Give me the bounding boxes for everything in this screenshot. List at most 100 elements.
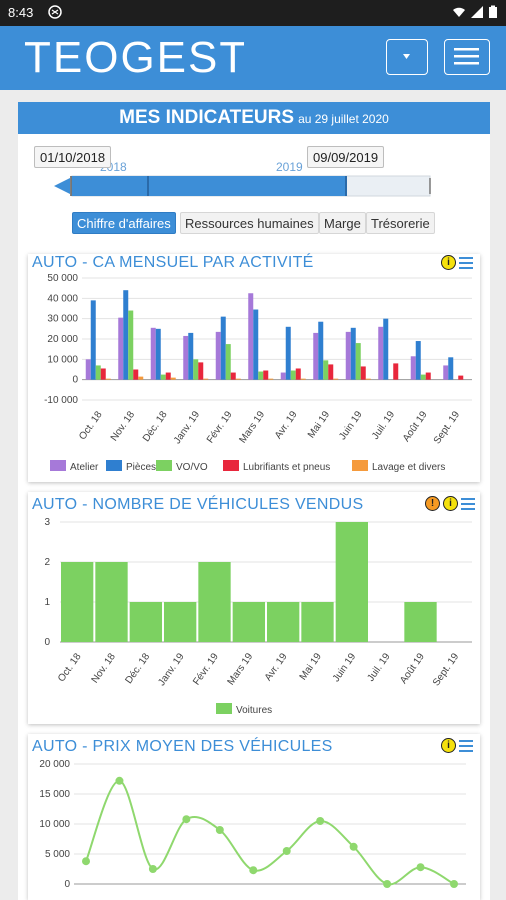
tab-chiffre-affaires[interactable]: Chiffre d'affaires [72, 212, 176, 234]
x-tick-label: Sept. 19 [431, 651, 462, 688]
x-tick-label: Août 19 [401, 409, 430, 444]
range-start-date[interactable]: 01/10/2018 [34, 146, 112, 168]
data-point [215, 826, 224, 834]
legend-swatch [50, 460, 66, 471]
bar [360, 366, 366, 380]
hamburger-menu-button[interactable] [444, 39, 490, 75]
x-tick-label: Juin 19 [337, 409, 365, 442]
range-left-arrow-icon[interactable] [54, 178, 70, 194]
chart3-title: AUTO - PRIX MOYEN DES VÉHICULES [32, 738, 333, 755]
teogest-logo: TEOGEST [24, 33, 244, 82]
bar [267, 602, 300, 642]
legend-label: Lavage et divers [372, 462, 445, 473]
info-icon[interactable]: i [443, 496, 458, 511]
bar [313, 332, 319, 380]
status-time: 8:43 [8, 5, 34, 20]
legend-swatch [216, 703, 232, 714]
x-tick-label: Juil. 19 [365, 651, 392, 684]
bar [138, 376, 144, 380]
legend-label: Lubrifiants et pneus [243, 462, 330, 473]
data-point [316, 817, 325, 825]
bar [318, 321, 324, 380]
bar [133, 369, 139, 380]
bar [350, 327, 356, 380]
bar [198, 562, 231, 642]
warning-icon[interactable]: ! [425, 496, 440, 511]
bar [425, 372, 431, 380]
bar [253, 309, 259, 380]
date-range-slider[interactable] [38, 174, 438, 198]
bar [378, 326, 384, 380]
x-tick-label: Nov. 18 [90, 651, 119, 685]
x-tick-label: Avr. 19 [263, 651, 290, 683]
data-point [416, 863, 425, 872]
chart-ca-mensuel: 50 000 40 000 30 000 20 000 10 000 0 -10 000 Oc… [44, 273, 472, 473]
bar [300, 378, 306, 380]
y-tick-label: 0 [64, 879, 70, 890]
battery-icon [489, 5, 497, 18]
indicators-header: MES INDICATEURS au 29 juillet 2020 [18, 102, 490, 134]
bar [129, 602, 162, 642]
data-point [115, 776, 124, 785]
bar [393, 363, 399, 380]
y-tick-label: 40 000 [47, 293, 78, 304]
y-tick-label: 1 [44, 597, 50, 608]
tab-tresorerie[interactable]: Trésorerie [366, 212, 435, 234]
chart2-menu-icon[interactable] [461, 497, 475, 510]
bar [415, 341, 421, 380]
bar [301, 602, 334, 642]
info-icon[interactable]: i [441, 255, 456, 270]
bar [164, 602, 197, 642]
hamburger-icon [454, 48, 479, 65]
bar [165, 372, 171, 380]
series-line [85, 779, 455, 886]
bar [188, 332, 194, 380]
app-header: TEOGEST [0, 26, 506, 90]
legend-swatch [223, 460, 239, 471]
tab-ressources-humaines[interactable]: Ressources humaines [180, 212, 319, 234]
legend-swatch [352, 460, 368, 471]
legend-swatch [106, 460, 122, 471]
legend-label: Voitures [236, 705, 272, 716]
y-tick-label: 3 [44, 517, 50, 528]
bar [290, 370, 296, 380]
dropdown-button[interactable] [386, 39, 428, 75]
bar [85, 359, 91, 380]
bar [258, 371, 264, 380]
y-tick-label: 20 000 [47, 334, 78, 345]
range-end-date[interactable]: 09/09/2019 [307, 146, 385, 168]
bar [333, 378, 339, 380]
bar [235, 378, 241, 380]
y-tick-label: 10 000 [39, 819, 70, 830]
x-tick-label: Déc. 18 [141, 409, 170, 444]
bar [383, 318, 389, 380]
bar [335, 522, 368, 642]
data-point [82, 857, 90, 866]
bar [123, 290, 129, 380]
bar [420, 374, 426, 380]
y-tick-label: 30 000 [47, 314, 78, 325]
chart3-menu-icon[interactable] [459, 739, 473, 752]
x-tick-label: Juin 19 [331, 651, 359, 684]
y-tick-label: -10 000 [44, 395, 78, 406]
bar [410, 356, 416, 380]
bar [323, 360, 329, 380]
y-tick-label: 15 000 [39, 789, 70, 800]
info-icon[interactable]: i [441, 738, 456, 753]
bar [365, 378, 371, 380]
wifi-icon [453, 7, 465, 17]
tab-marge[interactable]: Marge [319, 212, 366, 234]
chart1-menu-icon[interactable] [459, 256, 473, 269]
chart-vehicules-vendus: 3 2 1 0 Oct. 18 Nov. 18 Déc. 18 Janv. 19 Févr. 1… [44, 517, 472, 716]
bar [285, 326, 291, 380]
chart2-title: AUTO - NOMBRE DE VÉHICULES VENDUS [32, 496, 364, 513]
bar [198, 362, 204, 380]
bar [268, 378, 274, 380]
bar [280, 372, 286, 380]
notification-icon [48, 5, 62, 19]
bar [100, 368, 106, 380]
signal-icon [471, 6, 483, 18]
chart-prix-moyen: 20 000 15 000 10 000 5 000 0 [39, 759, 466, 890]
data-point [349, 842, 358, 851]
range-year-label-end: 2019 [276, 160, 303, 174]
